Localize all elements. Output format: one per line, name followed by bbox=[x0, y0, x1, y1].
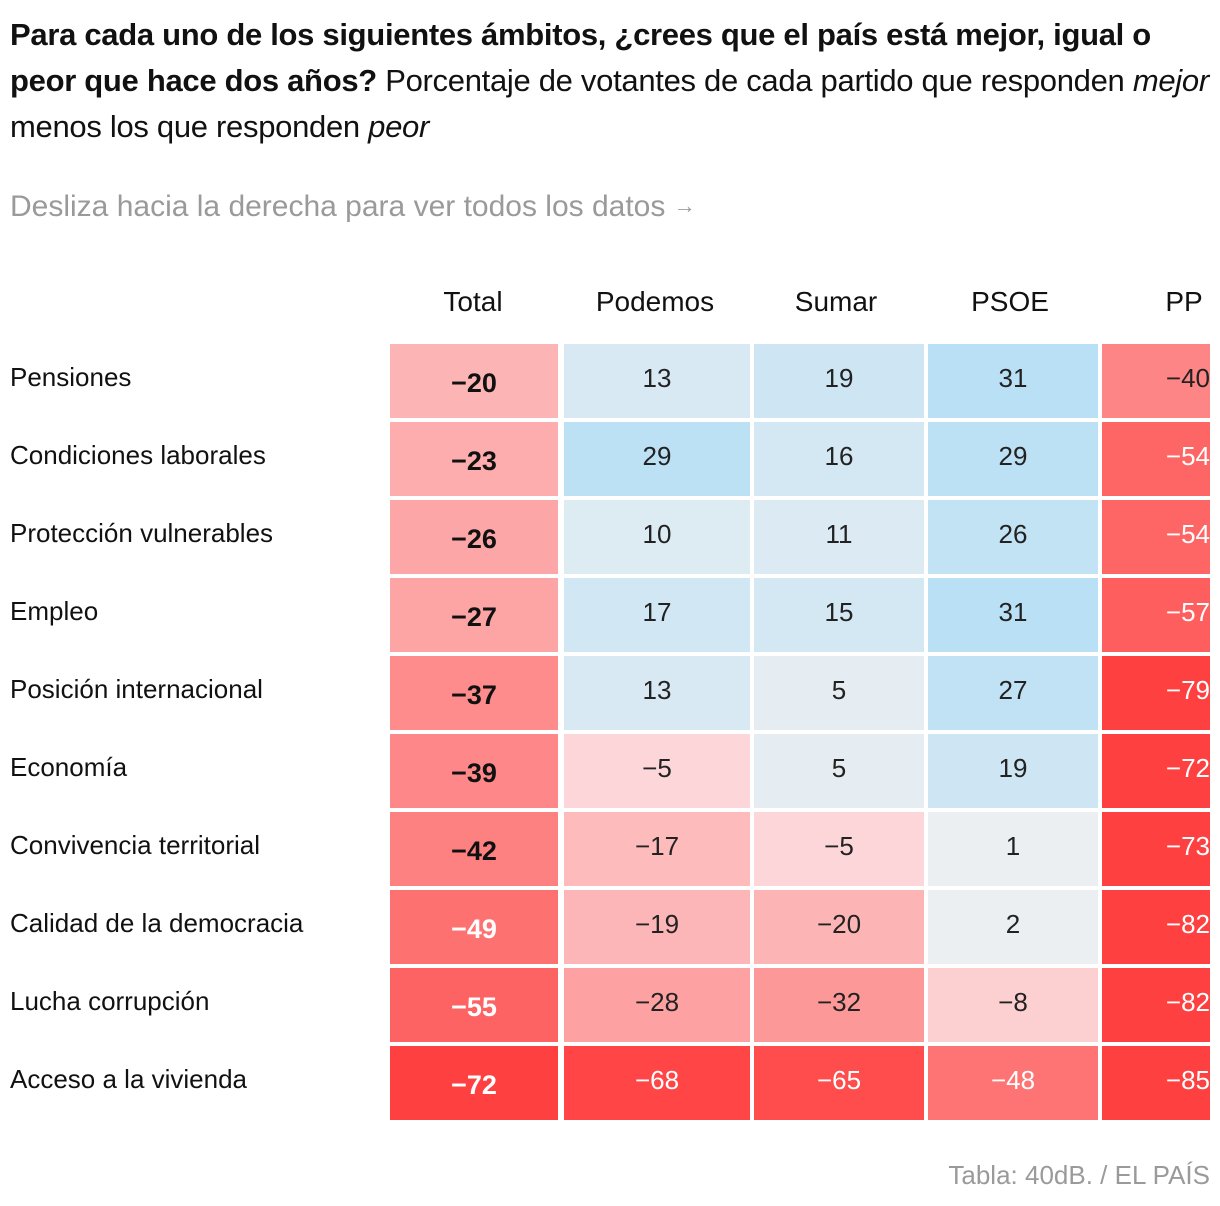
column-header-total: Total bbox=[443, 286, 503, 317]
source-credit: Tabla: 40dB. / EL PAÍS bbox=[948, 1160, 1210, 1190]
cell-pp: −82 bbox=[1102, 968, 1210, 1042]
column-header-psoe: PSOE bbox=[971, 286, 1049, 317]
row-label: Economía bbox=[10, 752, 128, 782]
row-label: Empleo bbox=[10, 596, 99, 626]
scroll-hint: Desliza hacia la derecha para ver todos … bbox=[10, 190, 696, 224]
title-question: Para cada uno de los siguientes ámbitos,… bbox=[10, 17, 1151, 98]
cell-psoe: 31 bbox=[928, 344, 1098, 418]
row-label: Condiciones laborales bbox=[10, 440, 266, 470]
cell-total: −23 bbox=[390, 422, 558, 496]
cell-podemos: 10 bbox=[564, 500, 750, 574]
cell-pp: −40 bbox=[1102, 344, 1210, 418]
title-subtitle-1: Porcentaje de votantes de cada partido q… bbox=[376, 63, 1133, 98]
arrow-right-icon: → bbox=[673, 193, 696, 218]
cell-total: −42 bbox=[390, 812, 558, 886]
cell-podemos: 13 bbox=[564, 656, 750, 730]
cell-pp: −57 bbox=[1102, 578, 1210, 652]
cell-total: −39 bbox=[390, 734, 558, 808]
cell-podemos: −17 bbox=[564, 812, 750, 886]
cell-psoe: 2 bbox=[928, 890, 1098, 964]
column-header-podemos: Podemos bbox=[595, 286, 715, 317]
cell-psoe: 29 bbox=[928, 422, 1098, 496]
cell-psoe: −8 bbox=[928, 968, 1098, 1042]
title-em-peor: peor bbox=[368, 109, 430, 144]
cell-pp: −54 bbox=[1102, 422, 1210, 496]
cell-pp: −85 bbox=[1102, 1046, 1210, 1120]
row-label: Posición internacional bbox=[10, 674, 263, 704]
cell-sumar: −5 bbox=[754, 812, 924, 886]
cell-podemos: −5 bbox=[564, 734, 750, 808]
cell-sumar: 16 bbox=[754, 422, 924, 496]
cell-sumar: −20 bbox=[754, 890, 924, 964]
cell-total: −37 bbox=[390, 656, 558, 730]
cell-podemos: −19 bbox=[564, 890, 750, 964]
row-label: Lucha corrupción bbox=[10, 986, 210, 1016]
cell-sumar: 19 bbox=[754, 344, 924, 418]
title-subtitle-2: menos los que responden bbox=[10, 109, 369, 144]
cell-podemos: −68 bbox=[564, 1046, 750, 1120]
cell-sumar: −32 bbox=[754, 968, 924, 1042]
cell-pp: −73 bbox=[1102, 812, 1210, 886]
row-label: Pensiones bbox=[10, 362, 132, 392]
cell-psoe: 26 bbox=[928, 500, 1098, 574]
column-header-pp: PP bbox=[1165, 286, 1203, 317]
row-label: Calidad de la democracia bbox=[10, 908, 304, 938]
cell-sumar: 15 bbox=[754, 578, 924, 652]
cell-psoe: −48 bbox=[928, 1046, 1098, 1120]
cell-psoe: 27 bbox=[928, 656, 1098, 730]
cell-podemos: 13 bbox=[564, 344, 750, 418]
cell-psoe: 19 bbox=[928, 734, 1098, 808]
scroll-hint-text: Desliza hacia la derecha para ver todos … bbox=[10, 190, 666, 223]
cell-total: −20 bbox=[390, 344, 558, 418]
cell-podemos: −28 bbox=[564, 968, 750, 1042]
cell-pp: −72 bbox=[1102, 734, 1210, 808]
row-label: Protección vulnerables bbox=[10, 518, 274, 548]
cell-podemos: 17 bbox=[564, 578, 750, 652]
row-label: Acceso a la vivienda bbox=[10, 1064, 248, 1094]
cell-psoe: 31 bbox=[928, 578, 1098, 652]
cell-sumar: −65 bbox=[754, 1046, 924, 1120]
cell-total: −49 bbox=[390, 890, 558, 964]
column-header-sumar: Sumar bbox=[794, 286, 878, 317]
cell-total: −72 bbox=[390, 1046, 558, 1120]
cell-sumar: 5 bbox=[754, 734, 924, 808]
cell-psoe: 1 bbox=[928, 812, 1098, 886]
cell-sumar: 5 bbox=[754, 656, 924, 730]
chart-title: Para cada uno de los siguientes ámbitos,… bbox=[10, 12, 1210, 150]
cell-total: −55 bbox=[390, 968, 558, 1042]
cell-podemos: 29 bbox=[564, 422, 750, 496]
title-em-mejor: mejor bbox=[1132, 63, 1209, 98]
row-label: Convivencia territorial bbox=[10, 830, 260, 860]
cell-sumar: 11 bbox=[754, 500, 924, 574]
cell-pp: −82 bbox=[1102, 890, 1210, 964]
cell-total: −26 bbox=[390, 500, 558, 574]
cell-pp: −79 bbox=[1102, 656, 1210, 730]
cell-total: −27 bbox=[390, 578, 558, 652]
cell-pp: −54 bbox=[1102, 500, 1210, 574]
